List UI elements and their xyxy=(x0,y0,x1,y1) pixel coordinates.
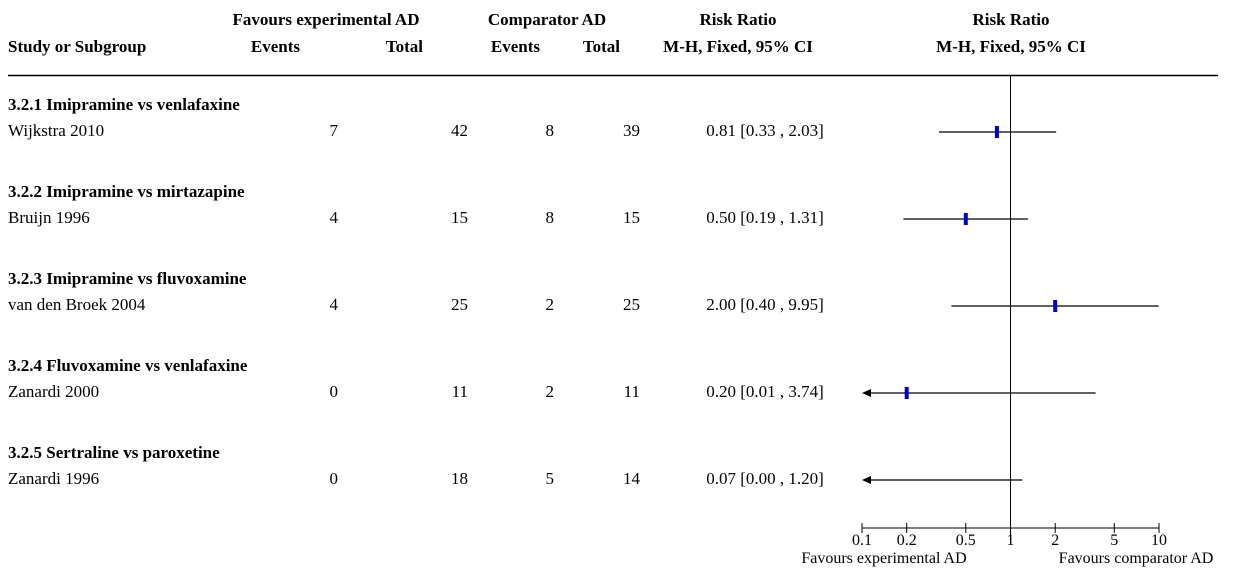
rr-ci-cell: 0.50 [0.19 , 1.31] xyxy=(706,208,824,227)
comp-total-cell: 39 xyxy=(623,121,640,140)
study-column-header: Study or Subgroup xyxy=(8,37,147,56)
rr-method-header: M-H, Fixed, 95% CI xyxy=(663,37,813,56)
point-estimate-marker xyxy=(963,213,968,225)
comp-events-cell: 8 xyxy=(545,121,555,140)
comp-events-cell: 2 xyxy=(545,295,555,314)
comp-group-header: Comparator AD xyxy=(487,10,607,29)
comp-total-header: Total xyxy=(582,37,620,56)
rr-plot-title-header: Risk Ratio xyxy=(972,10,1050,29)
x-tick-label: 2 xyxy=(1051,532,1060,549)
subgroup-heading: 3.2.3 Imipramine vs fluvoxamine xyxy=(8,269,247,288)
exp-group-header: Favours experimental AD xyxy=(232,10,420,29)
exp-total-cell: 42 xyxy=(451,121,468,140)
x-tick-label: 0.1 xyxy=(852,532,872,549)
study-name: van den Broek 2004 xyxy=(8,295,146,314)
exp-events-cell: 0 xyxy=(329,469,339,488)
exp-total-cell: 15 xyxy=(451,208,468,227)
exp-total-cell: 11 xyxy=(451,382,468,401)
subgroup-heading: 3.2.1 Imipramine vs venlafaxine xyxy=(8,95,240,114)
rr-title-header: Risk Ratio xyxy=(699,10,777,29)
subgroup-heading: 3.2.2 Imipramine vs mirtazapine xyxy=(8,182,245,201)
x-tick-label: 1 xyxy=(1006,532,1015,549)
study-name: Bruijn 1996 xyxy=(8,208,90,227)
study-name: Zanardi 1996 xyxy=(8,469,100,488)
comp-total-cell: 14 xyxy=(623,469,640,488)
comp-events-header: Events xyxy=(490,37,540,56)
rr-ci-cell: 2.00 [0.40 , 9.95] xyxy=(706,295,824,314)
comp-events-cell: 5 xyxy=(545,469,555,488)
rr-ci-cell: 0.07 [0.00 , 1.20] xyxy=(706,469,824,488)
study-name: Wijkstra 2010 xyxy=(8,121,105,140)
point-estimate-marker xyxy=(1053,300,1058,312)
exp-events-cell: 4 xyxy=(329,295,339,314)
point-estimate-marker xyxy=(904,387,909,399)
footer-left-label: Favours experimental AD xyxy=(801,550,967,567)
comp-total-cell: 25 xyxy=(623,295,640,314)
x-tick-label: 0.5 xyxy=(955,532,976,549)
study-name: Zanardi 2000 xyxy=(8,382,100,401)
footer-right-label: Favours comparator AD xyxy=(1058,550,1214,567)
subgroup-heading: 3.2.5 Sertraline vs paroxetine xyxy=(8,443,220,462)
ci-arrow-left xyxy=(862,476,871,484)
exp-events-cell: 7 xyxy=(329,121,339,140)
comp-total-cell: 11 xyxy=(623,382,640,401)
x-tick-label: 5 xyxy=(1110,532,1119,549)
point-estimate-marker xyxy=(994,126,999,138)
rr-ci-cell: 0.20 [0.01 , 3.74] xyxy=(706,382,824,401)
comp-events-cell: 8 xyxy=(545,208,555,227)
exp-events-cell: 4 xyxy=(329,208,339,227)
x-tick-label: 10 xyxy=(1151,532,1167,549)
exp-events-header: Events xyxy=(250,37,300,56)
comp-total-cell: 15 xyxy=(623,208,640,227)
exp-total-cell: 25 xyxy=(451,295,468,314)
ci-arrow-left xyxy=(862,389,871,397)
exp-total-cell: 18 xyxy=(451,469,468,488)
exp-events-cell: 0 xyxy=(329,382,339,401)
subgroup-heading: 3.2.4 Fluvoxamine vs venlafaxine xyxy=(8,356,248,375)
exp-total-header: Total xyxy=(385,37,423,56)
x-tick-label: 0.2 xyxy=(896,532,917,549)
rr-plot-method-header: M-H, Fixed, 95% CI xyxy=(936,37,1086,56)
comp-events-cell: 2 xyxy=(545,382,555,401)
rr-ci-cell: 0.81 [0.33 , 2.03] xyxy=(706,121,824,140)
